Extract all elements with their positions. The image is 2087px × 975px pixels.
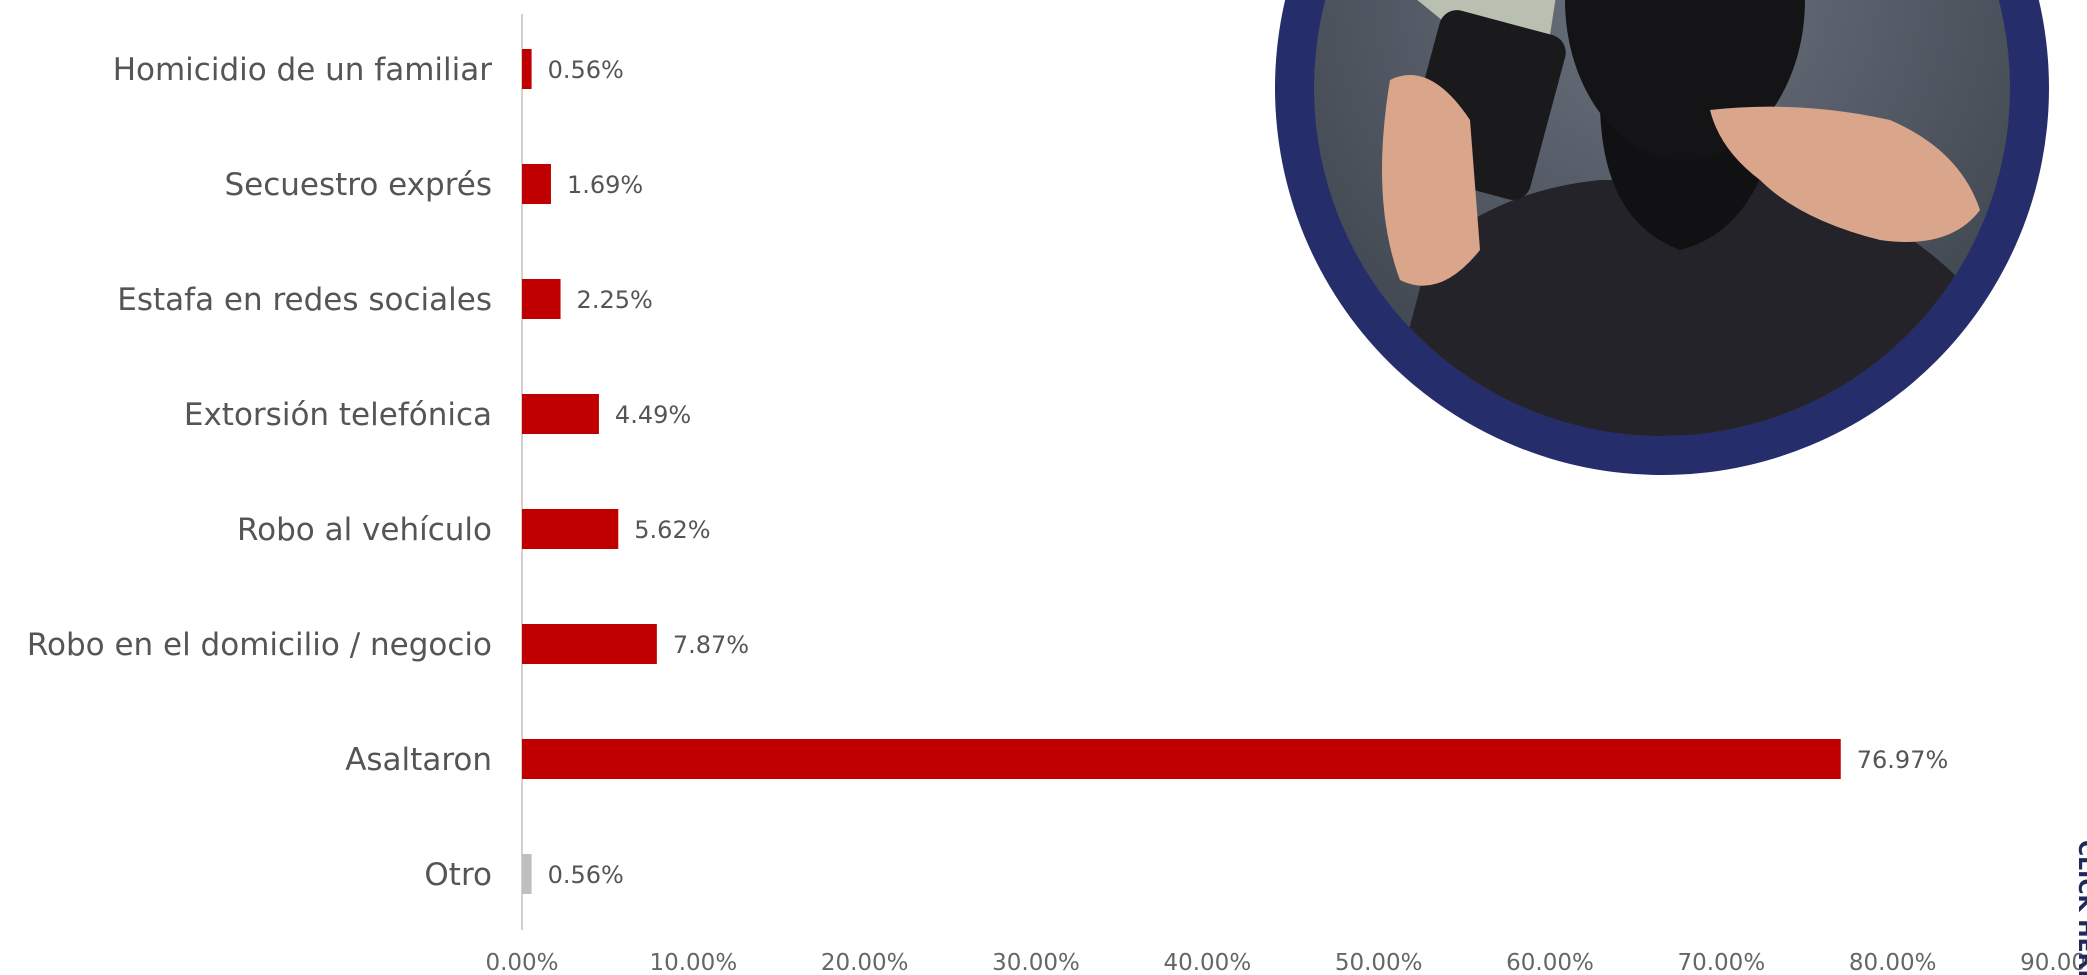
x-tick-label: 40.00% — [1163, 950, 1251, 975]
x-tick-label: 50.00% — [1335, 950, 1423, 975]
category-label: Asaltaron — [345, 742, 492, 778]
category-label: Otro — [424, 857, 492, 893]
bar — [522, 854, 532, 894]
bar — [522, 509, 619, 549]
data-label: 76.97% — [1857, 746, 1949, 774]
category-label: Robo en el domicilio / negocio — [27, 627, 492, 663]
category-label: Estafa en redes sociales — [117, 282, 492, 318]
data-label: 0.56% — [548, 861, 624, 889]
x-tick-label: 0.00% — [485, 950, 558, 975]
bar — [522, 164, 551, 204]
data-label: 0.56% — [548, 56, 624, 84]
thief-photo — [1275, 0, 2049, 475]
category-label: Extorsión telefónica — [184, 397, 492, 433]
data-label: 5.62% — [634, 516, 710, 544]
data-label: 7.87% — [673, 631, 749, 659]
data-label: 1.69% — [567, 171, 643, 199]
category-label: Homicidio de un familiar — [113, 52, 493, 88]
category-label: Robo al vehículo — [237, 512, 492, 548]
x-tick-label: 60.00% — [1506, 950, 1594, 975]
x-tick-label: 80.00% — [1849, 950, 1937, 975]
x-tick-label: 20.00% — [821, 950, 909, 975]
x-tick-label: 70.00% — [1677, 950, 1765, 975]
bar — [522, 624, 657, 664]
bar — [522, 49, 532, 89]
data-label: 2.25% — [577, 286, 653, 314]
side-vertical-text[interactable]: CLICK HERE — [2073, 840, 2087, 975]
bar — [522, 739, 1841, 779]
bar — [522, 279, 561, 319]
x-tick-label: 90.00% — [2020, 950, 2087, 975]
data-label: 4.49% — [615, 401, 691, 429]
category-label: Secuestro exprés — [224, 167, 492, 203]
x-tick-label: 30.00% — [992, 950, 1080, 975]
bar — [522, 394, 599, 434]
x-tick-label: 10.00% — [649, 950, 737, 975]
